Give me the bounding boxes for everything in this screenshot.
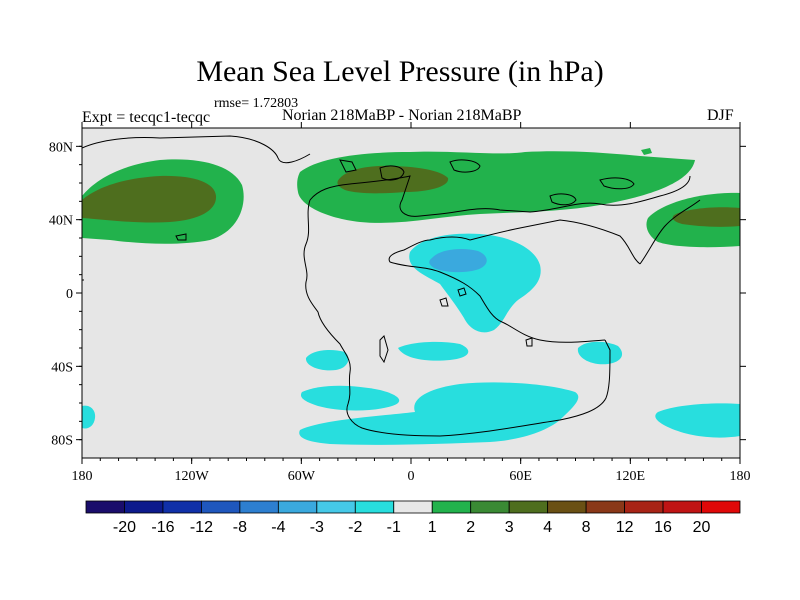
lon-tick-label: 120E [616,469,646,484]
colorbar-swatch [393,500,433,514]
negative-anomaly-southern-ocean-west [300,385,400,411]
colorbar-label: -1 [387,519,401,536]
colorbar-swatch [85,500,125,514]
negative-anomaly-south-3 [577,341,623,365]
negative-anomaly-south-2 [398,341,469,361]
colorbar-label: 3 [505,519,514,536]
colorbar: -20 -16 -12 -8 -4 -3 -2 -1 1 2 3 4 8 12 16 20 [85,500,741,536]
continent-outlines [82,135,701,437]
colorbar-label: -2 [348,519,362,536]
map-title: Mean Sea Level Pressure (in hPa) [196,55,604,88]
positive-anomaly-small-arctic [641,148,652,155]
colorbar-label: 1 [428,519,437,536]
colorbar-swatch [162,500,202,514]
colorbar-swatch [354,500,395,514]
colorbar-swatch [508,500,549,514]
lat-tick-label: 40N [49,214,73,229]
colorbar-label: 8 [582,519,591,536]
colorbar-label: -8 [233,519,247,536]
colorbar-swatch [662,500,702,514]
colorbar-label: 2 [466,519,475,536]
colorbar-swatch [316,500,356,514]
lat-tick-label: 0 [66,287,73,302]
negative-anomaly-south-pacific-east [655,403,740,438]
colorbar-label: 4 [543,519,552,536]
negative-anomaly-southern-ocean [299,382,579,445]
colorbar-swatch [277,500,318,514]
lat-tick-label: 80N [49,140,73,155]
colorbar-label: -4 [271,519,285,536]
rmse-label: rmse= 1.72803 [214,96,299,111]
colorbar-swatch [585,500,625,514]
colorbar-label: 16 [654,519,672,536]
strong-negative-tethys [429,249,487,273]
lat-tick-label: 40S [51,360,73,375]
colorbar-swatch [431,500,472,514]
strong-positive-north-pacific [82,175,217,223]
colorbar-label: 20 [693,519,711,536]
colorbar-swatch [547,500,587,514]
lat-tick-label: 80S [51,434,73,449]
colorbar-swatch [701,500,741,514]
lon-tick-label: 180 [730,469,751,484]
colorbar-swatch [239,500,279,514]
colorbar-label: -3 [310,519,324,536]
case-label: Norian 218MaBP - Norian 218MaBP [282,107,522,124]
colorbar-swatch [624,500,664,514]
negative-anomaly-far-west [82,405,96,429]
lon-tick-label: 60E [509,469,532,484]
lon-tick-label: 60W [288,469,316,484]
lon-tick-label: 180 [72,469,93,484]
lon-tick-label: 0 [408,469,415,484]
anomaly-fields [82,135,740,445]
colorbar-label: -16 [151,519,174,536]
colorbar-swatch [201,500,241,514]
colorbar-swatch [124,500,164,514]
colorbar-label: -20 [113,519,136,536]
lon-tick-label: 120W [175,469,210,484]
season-label: DJF [707,107,734,124]
axis-ticks: 80N 40N 0 40S 80S 180 120W 60W 0 60E 120E 180 [49,122,751,484]
strong-positive-west-pacific [672,207,740,227]
experiment-label: Expt = tecqc1-tecqc [82,109,211,126]
colorbar-label: -12 [190,519,213,536]
colorbar-label: 12 [616,519,634,536]
colorbar-swatch [470,500,510,514]
negative-anomaly-south-1 [305,350,349,371]
